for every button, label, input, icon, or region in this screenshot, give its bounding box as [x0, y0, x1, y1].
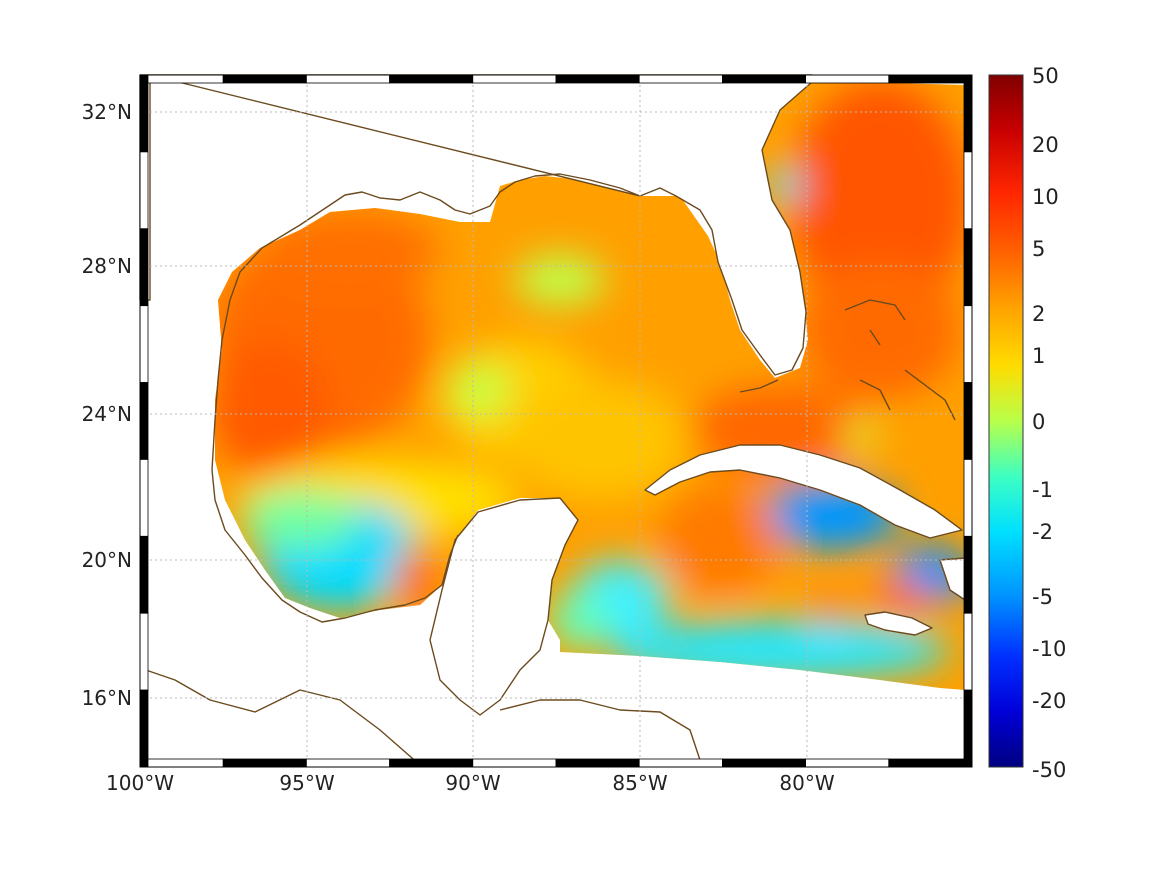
- frame-segment: [963, 535, 973, 614]
- frame-segment: [305, 758, 390, 768]
- frame-segment: [963, 74, 973, 153]
- mexico-gulf-coast: [211, 469, 459, 623]
- frame-segment: [139, 535, 149, 614]
- frame-segment: [888, 758, 973, 768]
- frame-segment: [555, 74, 640, 84]
- frame-segment: [472, 74, 557, 84]
- colorbar-tick-label: 20: [1032, 133, 1059, 157]
- us-gulf-coast: [211, 173, 641, 471]
- yucatan-peninsula: [429, 497, 579, 716]
- colorbar-tick-label: 10: [1032, 185, 1059, 209]
- lon-tick-label: 85°W: [612, 771, 667, 795]
- frame-segment: [139, 228, 149, 307]
- frame-segment: [888, 74, 973, 84]
- frame-segment: [139, 612, 149, 691]
- frame-segment: [963, 612, 973, 691]
- lon-tick-label: 80°W: [779, 771, 834, 795]
- colorbar-tick-label: 0: [1032, 410, 1045, 434]
- frame-outline: [139, 74, 973, 768]
- lon-tick-label: 95°W: [279, 771, 334, 795]
- frame-segment: [222, 74, 307, 84]
- frame-segment: [963, 689, 973, 768]
- frame-segment: [139, 305, 149, 383]
- colorbar-tick-label: -20: [1032, 689, 1066, 713]
- frame-segment: [805, 758, 890, 768]
- frame-segment: [722, 758, 807, 768]
- colorbar-tick-label: 50: [1032, 64, 1059, 88]
- jamaica-island: [864, 611, 933, 636]
- frame-segment: [305, 74, 390, 84]
- colorbar-tick-label: 1: [1032, 344, 1045, 368]
- colorbar-tick-label: -5: [1032, 585, 1053, 609]
- latitude-labels: 32°N 28°N 24°N 20°N 16°N: [82, 100, 132, 710]
- frame-segment: [963, 151, 973, 230]
- frame-segment: [389, 758, 474, 768]
- frame-segment: [139, 689, 149, 768]
- frame-segment: [139, 74, 224, 84]
- lon-tick-label: 90°W: [445, 771, 500, 795]
- frame-segment: [222, 758, 307, 768]
- frame-segment: [722, 74, 807, 84]
- colorbar-labels: 50 20 10 5 2 1 0 -1 -2 -5 -10 -20 -50: [1032, 64, 1066, 782]
- frame-segment: [139, 459, 149, 537]
- frame-segment: [963, 305, 973, 383]
- bahamas-islands: [844, 299, 956, 421]
- frame-segment: [389, 74, 474, 84]
- frame-segment: [555, 758, 640, 768]
- map-frame: [139, 74, 973, 768]
- frame-segment: [963, 459, 973, 537]
- colorbar: 50 20 10 5 2 1 0 -1 -2 -5 -10 -20 -50: [988, 64, 1066, 782]
- florida-keys: [739, 379, 779, 393]
- lat-tick-label: 28°N: [82, 254, 132, 278]
- frame-segment: [139, 758, 224, 768]
- central-america-coast: [139, 667, 421, 766]
- frame-segment: [139, 151, 149, 230]
- heatmap-field: [215, 80, 965, 690]
- lat-tick-label: 20°N: [82, 548, 132, 572]
- frame-segment: [963, 228, 973, 307]
- cuba-island: [644, 444, 963, 539]
- land-masses: [139, 74, 966, 716]
- colorbar-tick-label: 2: [1032, 302, 1045, 326]
- colorbar-tick-label: -10: [1032, 637, 1066, 661]
- frame-segment: [139, 382, 149, 460]
- lat-tick-label: 32°N: [82, 100, 132, 124]
- colorbar-ramp: [988, 74, 1024, 768]
- honduras-coast: [499, 699, 701, 761]
- coastlines: [139, 173, 956, 766]
- frame-segment: [963, 382, 973, 460]
- colorbar-tick-label: -50: [1032, 758, 1066, 782]
- lon-tick-label: 100°W: [106, 771, 174, 795]
- colorbar-tick-label: -1: [1032, 478, 1053, 502]
- frame-segment: [139, 74, 149, 153]
- lat-tick-label: 24°N: [82, 402, 132, 426]
- colorbar-tick-label: 5: [1032, 237, 1045, 261]
- colorbar-tick-label: -2: [1032, 520, 1053, 544]
- lat-tick-label: 16°N: [82, 686, 132, 710]
- longitude-labels: 100°W 95°W 90°W 85°W 80°W: [106, 771, 835, 795]
- frame-segment: [805, 74, 890, 84]
- frame-segment: [472, 758, 557, 768]
- frame-segment: [638, 74, 723, 84]
- frame-segment: [638, 758, 723, 768]
- gridlines: [140, 75, 972, 767]
